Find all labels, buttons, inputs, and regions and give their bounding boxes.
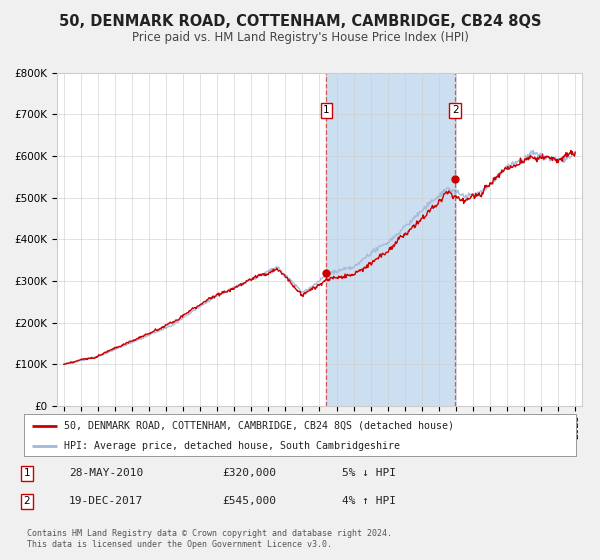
Text: 50, DENMARK ROAD, COTTENHAM, CAMBRIDGE, CB24 8QS (detached house): 50, DENMARK ROAD, COTTENHAM, CAMBRIDGE, …: [64, 421, 454, 431]
Text: HPI: Average price, detached house, South Cambridgeshire: HPI: Average price, detached house, Sout…: [64, 441, 400, 451]
Text: £320,000: £320,000: [222, 468, 276, 478]
Text: Contains HM Land Registry data © Crown copyright and database right 2024.
This d: Contains HM Land Registry data © Crown c…: [27, 529, 392, 549]
Text: 4% ↑ HPI: 4% ↑ HPI: [342, 496, 396, 506]
Text: 1: 1: [23, 468, 31, 478]
Text: 2: 2: [23, 496, 31, 506]
Text: 50, DENMARK ROAD, COTTENHAM, CAMBRIDGE, CB24 8QS: 50, DENMARK ROAD, COTTENHAM, CAMBRIDGE, …: [59, 14, 541, 29]
Text: 2: 2: [452, 105, 458, 115]
Text: 1: 1: [323, 105, 330, 115]
Text: 19-DEC-2017: 19-DEC-2017: [69, 496, 143, 506]
Text: 5% ↓ HPI: 5% ↓ HPI: [342, 468, 396, 478]
Bar: [326, 73, 455, 406]
Text: 28-MAY-2010: 28-MAY-2010: [69, 468, 143, 478]
Text: Price paid vs. HM Land Registry's House Price Index (HPI): Price paid vs. HM Land Registry's House …: [131, 31, 469, 44]
Text: £545,000: £545,000: [222, 496, 276, 506]
